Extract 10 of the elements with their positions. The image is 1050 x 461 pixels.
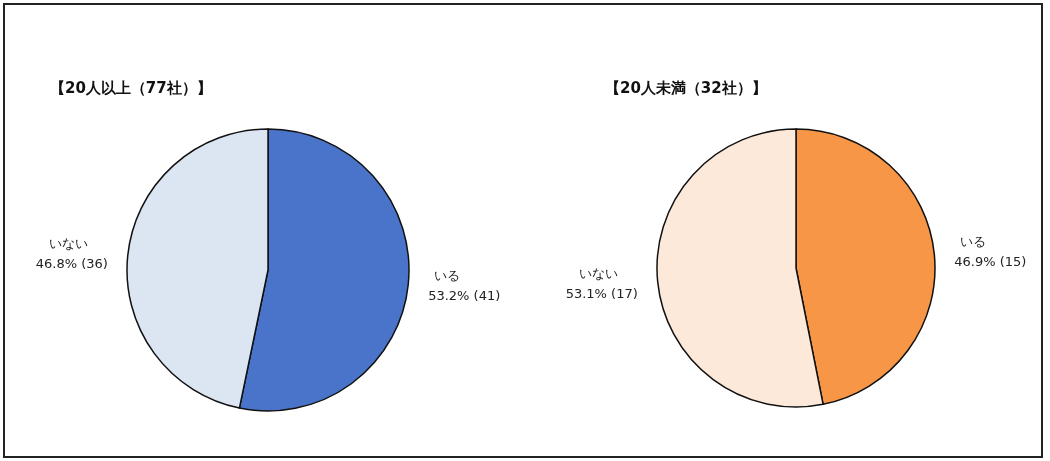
slice-label: いる (434, 268, 461, 284)
slice-label: いない (578, 265, 618, 281)
data-label: 53.1% (17) (565, 285, 638, 301)
data-label: 53.2% (41) (428, 288, 501, 304)
slice-label: いる (960, 234, 987, 250)
chart-title: 【20人未満（32社）】 (605, 79, 767, 97)
data-label: 46.9% (15) (954, 254, 1027, 270)
slice-label: いない (48, 235, 88, 251)
data-label: 46.8% (36) (35, 255, 108, 271)
chart-title: 【20人以上（77社）】 (50, 79, 212, 97)
